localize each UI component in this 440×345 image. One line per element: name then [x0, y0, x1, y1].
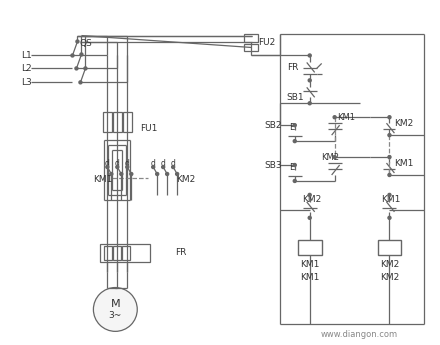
Circle shape: [388, 134, 391, 137]
Circle shape: [120, 172, 123, 176]
Circle shape: [333, 156, 336, 159]
Circle shape: [80, 53, 83, 56]
Circle shape: [93, 287, 137, 331]
Circle shape: [71, 54, 74, 57]
Text: KM1: KM1: [93, 176, 113, 185]
Text: KM1: KM1: [381, 195, 401, 204]
Text: KM1: KM1: [300, 260, 319, 269]
Circle shape: [172, 166, 175, 168]
Circle shape: [308, 79, 311, 82]
Text: d: d: [161, 159, 165, 168]
Circle shape: [293, 164, 296, 167]
Text: d: d: [105, 159, 110, 168]
Bar: [298, 240, 322, 255]
Circle shape: [106, 166, 109, 168]
Text: KM1: KM1: [300, 273, 319, 282]
Text: d: d: [151, 159, 156, 168]
Text: FU1: FU1: [140, 124, 158, 133]
Text: KM2: KM2: [380, 260, 399, 269]
Circle shape: [293, 124, 296, 127]
Text: SB1: SB1: [287, 93, 304, 102]
Text: KM2: KM2: [176, 176, 195, 185]
Text: 3~: 3~: [109, 311, 122, 320]
Circle shape: [156, 172, 159, 176]
Circle shape: [126, 166, 129, 168]
Bar: [123, 112, 132, 132]
Bar: [104, 246, 112, 260]
Circle shape: [388, 174, 391, 177]
Bar: [378, 240, 401, 255]
Circle shape: [308, 216, 311, 219]
Text: QS: QS: [80, 39, 92, 48]
Bar: [122, 246, 130, 260]
Text: d: d: [115, 159, 120, 168]
Bar: [103, 112, 112, 132]
Circle shape: [166, 172, 169, 176]
Text: d: d: [171, 159, 176, 168]
Text: KM2: KM2: [380, 273, 399, 282]
Circle shape: [130, 172, 133, 176]
Bar: [244, 43, 258, 51]
Circle shape: [116, 166, 119, 168]
Text: L2: L2: [21, 64, 31, 73]
Circle shape: [388, 156, 391, 159]
Circle shape: [308, 102, 311, 105]
Circle shape: [110, 172, 113, 176]
Text: FU2: FU2: [258, 38, 275, 47]
Circle shape: [152, 166, 155, 168]
Circle shape: [293, 179, 296, 183]
Circle shape: [176, 172, 179, 176]
Text: M: M: [110, 299, 120, 309]
Circle shape: [388, 194, 391, 196]
Circle shape: [75, 67, 78, 70]
Bar: [114, 112, 122, 132]
Text: KM2: KM2: [321, 152, 339, 161]
Text: www.diangon.com: www.diangon.com: [321, 330, 398, 339]
Bar: [100, 244, 150, 262]
Circle shape: [388, 216, 391, 219]
Text: FR: FR: [287, 63, 298, 72]
Circle shape: [76, 40, 79, 43]
Bar: [244, 33, 258, 41]
Text: d: d: [125, 159, 130, 168]
Text: KM2: KM2: [394, 119, 414, 128]
Text: SB2: SB2: [265, 121, 282, 130]
Text: E: E: [289, 123, 294, 132]
Circle shape: [84, 67, 87, 70]
Text: L3: L3: [21, 78, 31, 87]
Text: KM1: KM1: [337, 113, 355, 122]
Circle shape: [308, 54, 311, 57]
Text: SB3: SB3: [265, 160, 282, 169]
Text: KM2: KM2: [302, 195, 321, 204]
Text: FR: FR: [175, 248, 187, 257]
Circle shape: [293, 140, 296, 142]
Circle shape: [79, 81, 82, 84]
Text: KM1: KM1: [394, 159, 414, 168]
Circle shape: [308, 194, 311, 196]
Circle shape: [333, 116, 336, 119]
Bar: [114, 246, 121, 260]
Circle shape: [388, 116, 391, 119]
Circle shape: [161, 166, 165, 168]
Text: L1: L1: [21, 51, 31, 60]
Text: E: E: [289, 162, 294, 171]
